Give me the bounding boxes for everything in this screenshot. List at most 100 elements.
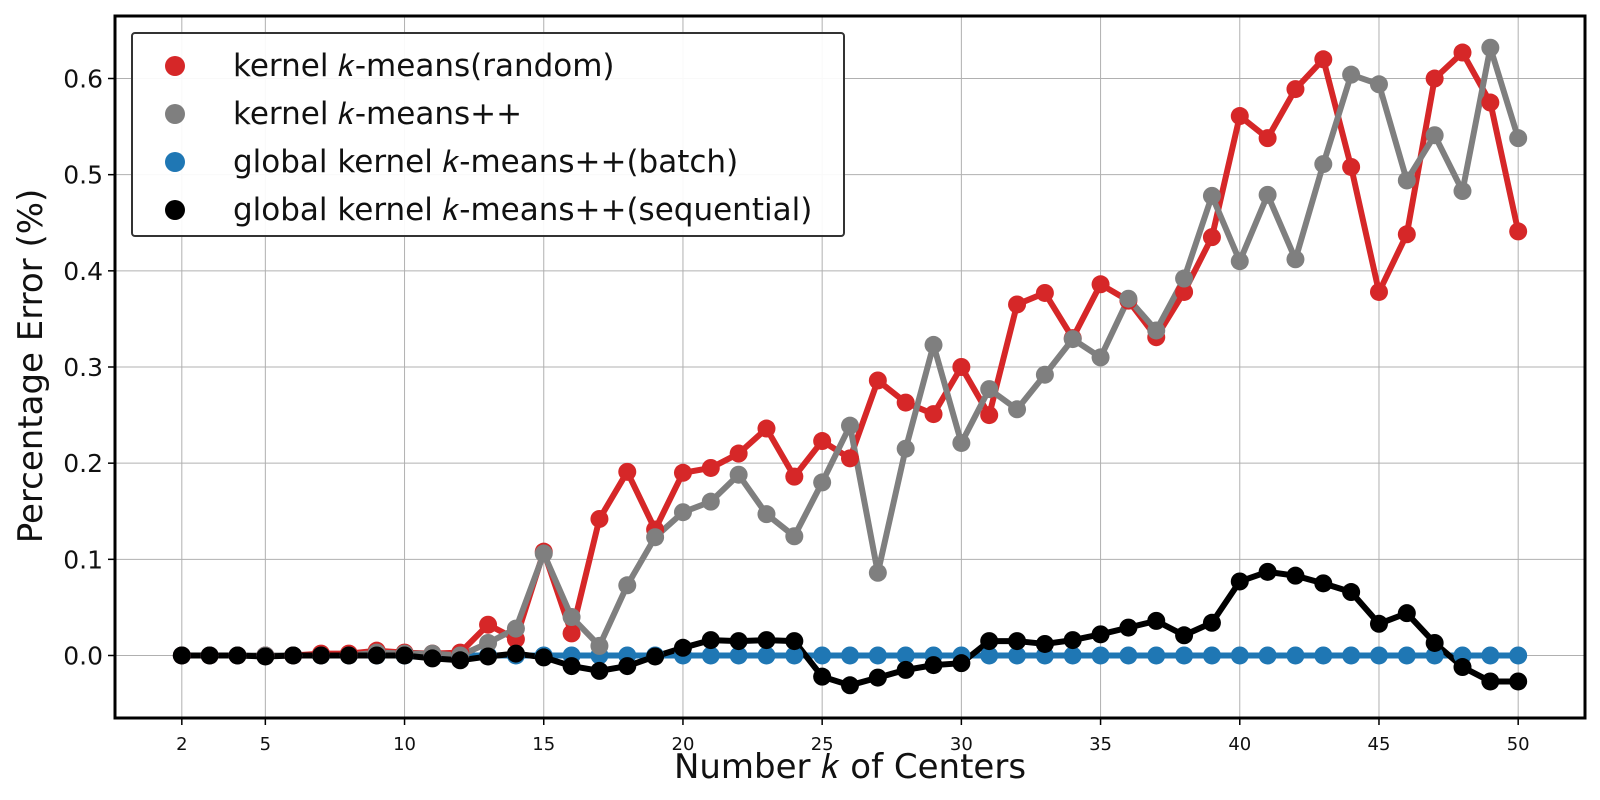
y-tick-label: 0.1	[63, 545, 103, 574]
data-point	[1397, 225, 1416, 244]
data-point	[534, 648, 553, 667]
data-point	[701, 458, 720, 477]
data-point	[729, 465, 748, 484]
data-point	[980, 406, 999, 425]
data-point	[924, 335, 943, 354]
data-point	[785, 467, 804, 486]
data-point	[1202, 613, 1221, 632]
data-point	[1230, 646, 1249, 665]
data-point	[1119, 618, 1138, 637]
data-point	[1175, 646, 1194, 665]
data-point	[1397, 604, 1416, 623]
data-point	[1230, 252, 1249, 271]
data-point	[1258, 562, 1277, 581]
data-point	[757, 646, 776, 665]
data-point	[1091, 646, 1110, 665]
x-tick-label: 50	[1507, 734, 1530, 755]
data-point	[506, 619, 525, 638]
data-point	[1258, 646, 1277, 665]
data-point	[1258, 129, 1277, 148]
y-axis-ticks: 0.0 0.1 0.2 0.3 0.4 0.5 0.6	[63, 65, 115, 670]
y-axis-label: Percentage Error (%)	[11, 189, 51, 544]
data-point	[172, 646, 191, 665]
data-point	[1175, 282, 1194, 301]
x-tick-label: 10	[393, 734, 416, 755]
data-point	[813, 473, 832, 492]
data-point	[952, 358, 971, 376]
x-tick-label: 30	[950, 734, 973, 755]
x-axis-ticks: 2 5 10 15 20 25 30 35 40 45 50	[176, 718, 1530, 755]
data-point	[673, 503, 692, 522]
data-point	[1314, 50, 1333, 69]
data-point	[1314, 155, 1333, 174]
data-point	[701, 492, 720, 511]
legend-marker-icon	[165, 200, 185, 220]
data-point	[1509, 672, 1528, 691]
data-point	[896, 646, 915, 665]
data-point	[1091, 275, 1110, 294]
data-point	[1509, 222, 1528, 241]
legend-marker-icon	[165, 104, 185, 124]
data-point	[1175, 269, 1194, 288]
series-point-group	[172, 562, 1528, 695]
data-point	[618, 462, 637, 481]
legend-marker-icon	[165, 56, 185, 76]
data-point	[757, 631, 776, 650]
data-point	[1063, 646, 1082, 665]
data-point	[1314, 646, 1333, 665]
data-point	[868, 668, 887, 687]
legend-label: global kernel 𝑘-means++(batch)	[233, 144, 739, 180]
x-tick-label: 40	[1228, 734, 1251, 755]
data-point	[896, 439, 915, 458]
data-point	[1342, 157, 1361, 176]
data-point	[980, 380, 999, 399]
data-point	[646, 528, 665, 547]
data-point	[868, 371, 887, 390]
data-point	[200, 646, 219, 665]
data-point	[534, 544, 553, 563]
data-point	[1481, 672, 1500, 691]
data-point	[1063, 631, 1082, 650]
data-point	[1230, 107, 1249, 126]
data-point	[896, 660, 915, 679]
data-point	[729, 444, 748, 463]
data-point	[980, 632, 999, 651]
data-point	[1342, 583, 1361, 602]
legend-label: kernel 𝑘-means(random)	[233, 48, 615, 84]
data-point	[1453, 43, 1472, 62]
data-point	[813, 432, 832, 451]
legend-label: kernel 𝑘-means++	[233, 96, 523, 132]
data-point	[312, 646, 331, 665]
data-point	[618, 576, 637, 595]
data-point	[841, 676, 859, 695]
data-point	[646, 647, 665, 666]
x-tick-label: 2	[176, 734, 187, 755]
data-point	[1425, 633, 1444, 652]
data-point	[1202, 228, 1221, 247]
data-point	[1119, 289, 1138, 308]
data-point	[479, 633, 498, 652]
data-point	[1175, 626, 1194, 645]
data-point	[952, 433, 971, 452]
data-point	[1453, 182, 1472, 201]
data-point	[1035, 365, 1054, 384]
data-point	[228, 646, 247, 665]
data-point	[1147, 321, 1166, 340]
legend-label: global kernel 𝑘-means++(sequential)	[233, 192, 813, 228]
legend-item: global kernel 𝑘-means++(sequential)	[133, 186, 843, 234]
data-point	[1286, 250, 1305, 269]
x-tick-label: 25	[811, 734, 834, 755]
data-point	[785, 632, 804, 651]
data-point	[673, 638, 692, 657]
data-point	[590, 509, 609, 528]
data-point	[423, 649, 442, 668]
data-point	[868, 563, 887, 582]
data-point	[841, 646, 859, 665]
data-point	[1063, 330, 1082, 349]
data-point	[256, 647, 275, 666]
y-tick-label: 0.5	[63, 161, 103, 190]
data-point	[1147, 646, 1166, 665]
data-point	[1286, 566, 1305, 585]
data-point	[590, 661, 609, 680]
